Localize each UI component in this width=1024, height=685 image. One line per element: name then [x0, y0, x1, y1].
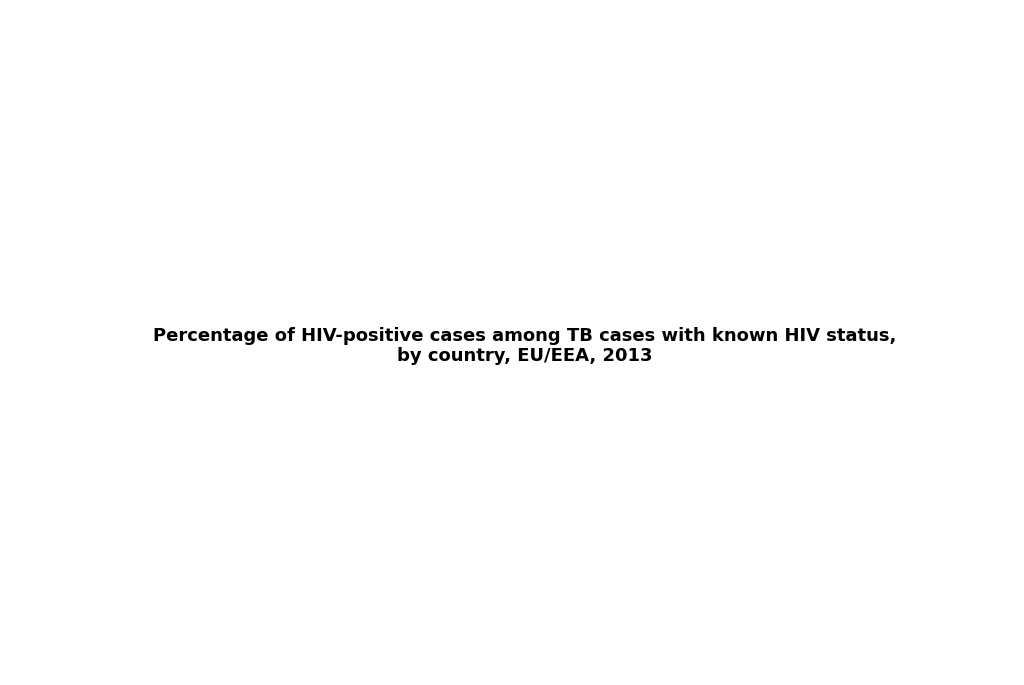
Text: Percentage of HIV-positive cases among TB cases with known HIV status,
by countr: Percentage of HIV-positive cases among T… [154, 327, 896, 365]
